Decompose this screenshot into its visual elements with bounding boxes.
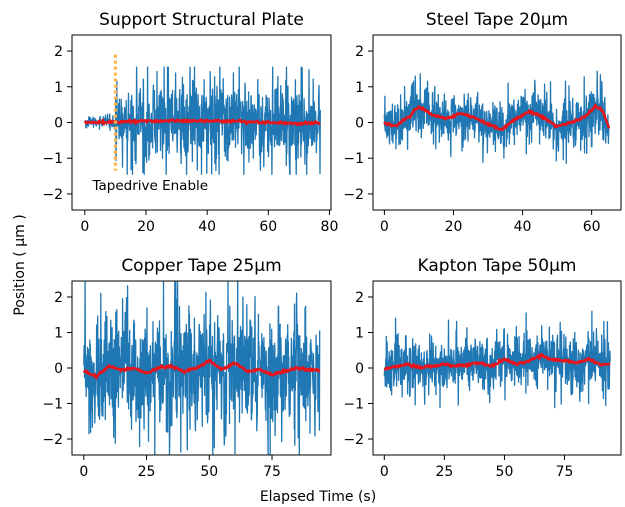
x-tick-label: 75	[263, 464, 281, 480]
y-tick-label: −2	[343, 432, 364, 448]
x-tick-label: 0	[380, 219, 389, 235]
x-tick-label: 60	[259, 219, 277, 235]
raw-signal-line	[84, 66, 321, 175]
tapedrive-annotation: Tapedrive Enable	[91, 178, 208, 194]
smoothed-signal-line	[383, 103, 611, 132]
y-tick-label: 1	[54, 80, 63, 96]
y-tick-label: 0	[54, 361, 63, 377]
smoothed-signal-line	[383, 353, 611, 372]
x-tick-label: 25	[435, 464, 453, 480]
panel-2: Steel Tape 20μm 0 20 40 60 −2 −1 0 1 2	[343, 10, 622, 235]
plot-area	[82, 281, 321, 455]
x-tick-label: 50	[496, 464, 514, 480]
y-tick-label: 1	[355, 80, 364, 96]
panel-4: Kapton Tape 50μm 0 25 50 75 −2 −1 0 1 2	[343, 256, 622, 480]
raw-signal-line	[83, 281, 321, 455]
y-tick-label: 2	[54, 44, 63, 60]
y-tick-label: 2	[355, 44, 364, 60]
smoothed-signal-line	[83, 118, 321, 127]
x-tick-label: 40	[198, 219, 216, 235]
y-tick-label: −1	[343, 397, 364, 413]
panel-1: Support Structural Plate Tapedrive Enable…	[42, 10, 338, 235]
y-tick-label: −2	[42, 187, 63, 203]
panel-title: Copper Tape 25μm	[121, 256, 281, 276]
x-axis-label: Elapsed Time (s)	[260, 489, 376, 505]
y-tick-label: 0	[355, 361, 364, 377]
x-tick-label: 80	[321, 219, 339, 235]
x-tick-label: 0	[380, 464, 389, 480]
x-tick-label: 0	[79, 464, 88, 480]
y-tick-label: −1	[343, 151, 364, 167]
plot-area	[383, 310, 611, 409]
y-tick-label: 2	[355, 290, 364, 306]
x-tick-label: 20	[445, 219, 463, 235]
x-tick-label: 60	[583, 219, 601, 235]
y-axis-label: Position ( μm )	[12, 214, 28, 315]
x-tick-label: 0	[80, 219, 89, 235]
panel-title: Kapton Tape 50μm	[418, 256, 577, 276]
y-tick-label: 1	[54, 325, 63, 341]
plot-area	[83, 54, 321, 175]
y-tick-label: −2	[343, 187, 364, 203]
x-tick-label: 75	[556, 464, 574, 480]
x-tick-label: 20	[137, 219, 155, 235]
smoothed-signal-line	[82, 358, 321, 380]
panel-3: Copper Tape 25μm 0 25 50 75 −2 −1 0 1 2	[42, 256, 332, 480]
panel-title: Support Structural Plate	[99, 10, 304, 30]
raw-signal-line	[383, 310, 611, 409]
y-tick-label: 1	[355, 325, 364, 341]
raw-signal-line	[383, 70, 610, 164]
y-tick-label: −2	[42, 432, 63, 448]
plot-area	[383, 70, 611, 164]
x-tick-label: 50	[200, 464, 218, 480]
y-tick-label: 0	[54, 116, 63, 132]
y-tick-label: −1	[42, 151, 63, 167]
y-tick-label: −1	[42, 397, 63, 413]
y-tick-label: 2	[54, 290, 63, 306]
x-tick-label: 25	[138, 464, 156, 480]
x-tick-label: 40	[514, 219, 532, 235]
y-tick-label: 0	[355, 116, 364, 132]
panel-title: Steel Tape 20μm	[426, 10, 568, 30]
